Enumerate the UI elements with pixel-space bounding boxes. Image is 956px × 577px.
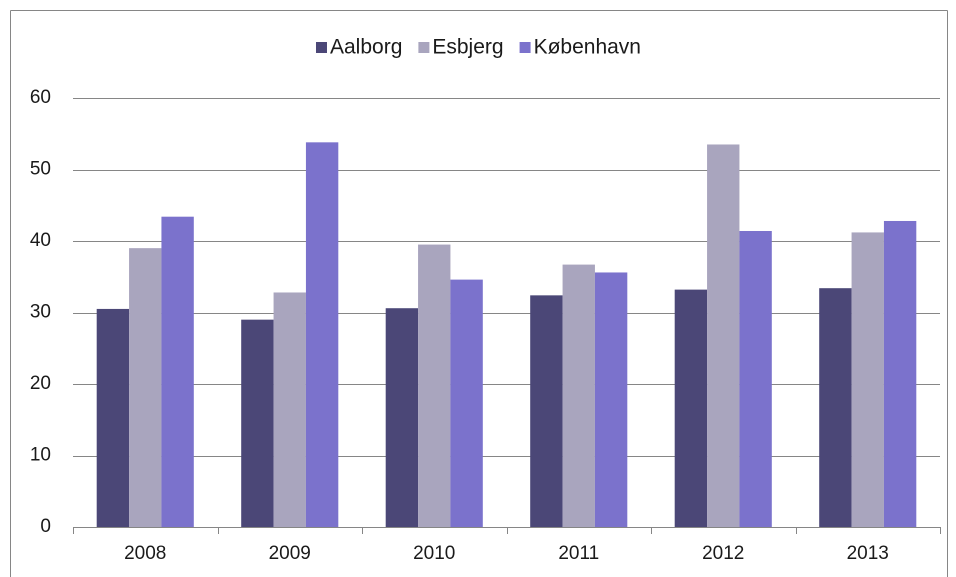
y-tick-label: 60 [30,87,51,108]
bar [96,308,130,527]
legend-swatch [418,42,430,53]
bar [739,230,772,528]
x-tick-label: 2009 [269,543,311,564]
bar [562,264,595,527]
x-tick-label: 2010 [413,543,455,564]
bar [161,216,194,527]
bar [241,319,274,527]
bar [450,279,483,527]
bar [530,295,563,527]
y-tick-label: 50 [30,159,51,180]
bar [385,308,419,527]
bar [883,220,917,528]
legend-swatch [315,42,327,53]
bar [418,244,451,527]
bar [129,248,162,527]
x-tick-label: 2012 [702,543,744,564]
bar [707,144,740,527]
x-tick-label: 2013 [847,543,889,564]
legend-label: Esbjerg [432,36,503,59]
y-tick-label: 20 [30,373,51,394]
bar [305,142,339,527]
bar [594,272,628,527]
bar [819,288,852,527]
bar [674,289,708,527]
y-tick-label: 40 [30,230,51,251]
y-tick-label: 30 [30,302,51,323]
x-tick-label: 2011 [558,543,599,564]
bar [273,292,306,527]
legend-swatch [519,42,531,53]
y-tick-label: 10 [30,445,51,466]
x-tick-label: 2008 [124,543,166,564]
bar [851,232,884,528]
legend-label: Aalborg [330,36,402,59]
legend-label: København [534,36,641,59]
y-tick-label: 0 [40,516,51,537]
